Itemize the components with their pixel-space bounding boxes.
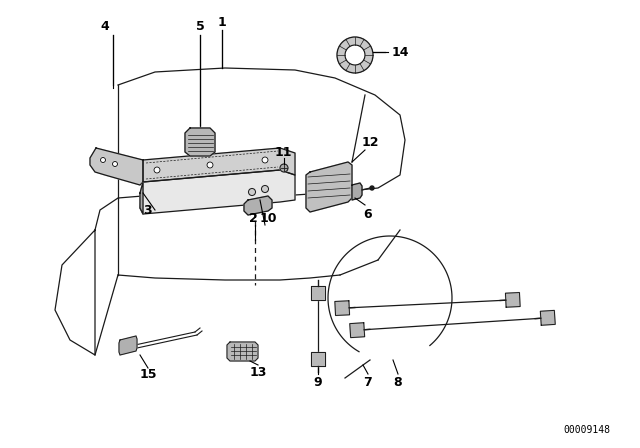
Polygon shape (311, 352, 325, 366)
Text: 2: 2 (248, 211, 257, 224)
Polygon shape (140, 182, 143, 214)
Text: 12: 12 (361, 135, 379, 148)
Circle shape (280, 164, 288, 172)
Circle shape (262, 185, 269, 193)
Polygon shape (244, 196, 272, 215)
Text: 5: 5 (196, 21, 204, 34)
Polygon shape (306, 162, 352, 212)
Circle shape (345, 45, 365, 65)
Text: 10: 10 (259, 211, 276, 224)
Circle shape (248, 189, 255, 195)
Circle shape (337, 37, 373, 73)
Circle shape (154, 167, 160, 173)
Circle shape (100, 158, 106, 163)
Polygon shape (350, 323, 365, 338)
Polygon shape (352, 183, 362, 200)
Polygon shape (140, 170, 295, 214)
Polygon shape (506, 293, 520, 307)
Polygon shape (540, 310, 556, 325)
Text: 4: 4 (100, 21, 109, 34)
Polygon shape (55, 230, 95, 355)
Circle shape (207, 162, 213, 168)
Circle shape (262, 157, 268, 163)
Polygon shape (95, 68, 405, 230)
Polygon shape (185, 128, 215, 156)
Text: 1: 1 (218, 16, 227, 29)
Text: 15: 15 (140, 369, 157, 382)
Text: 7: 7 (364, 375, 372, 388)
Polygon shape (227, 342, 258, 361)
Text: 11: 11 (275, 146, 292, 159)
Polygon shape (335, 301, 349, 315)
Text: 14: 14 (391, 46, 409, 59)
Text: 6: 6 (364, 208, 372, 221)
Polygon shape (90, 148, 143, 185)
Circle shape (113, 161, 118, 167)
Polygon shape (311, 286, 325, 300)
Circle shape (370, 186, 374, 190)
Text: 13: 13 (250, 366, 267, 379)
Text: 3: 3 (144, 203, 152, 216)
Text: 8: 8 (394, 375, 403, 388)
Polygon shape (143, 148, 295, 182)
Polygon shape (119, 336, 137, 355)
Text: 00009148: 00009148 (563, 425, 610, 435)
Text: 9: 9 (314, 375, 323, 388)
